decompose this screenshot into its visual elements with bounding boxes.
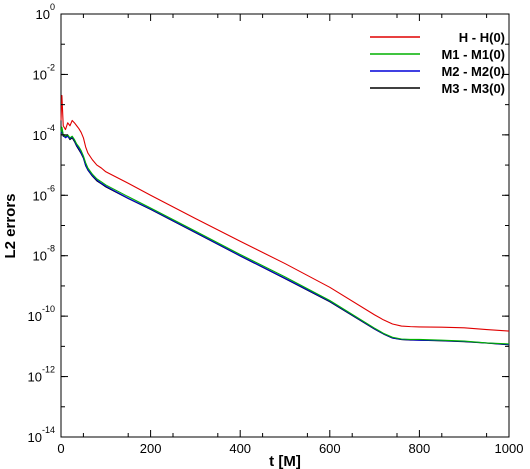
- legend-label-2: M1 - M1(0): [441, 47, 505, 62]
- legend-label-1: H - H(0): [459, 30, 505, 45]
- x-tick-label: 1000: [495, 441, 524, 456]
- series-line-3: [60, 128, 510, 346]
- y-tick-base: 10: [33, 188, 47, 203]
- series-layer: [60, 95, 510, 346]
- y-tick-base: 10: [33, 128, 47, 143]
- y-tick-exponent: -10: [42, 304, 55, 314]
- legend-label-3: M2 - M2(0): [441, 64, 505, 79]
- y-tick-exponent: -6: [47, 183, 55, 193]
- y-tick-exponent: 0: [50, 2, 55, 12]
- tick-layer: 0 200 400 600 800 1000010-210-410-610-810-101…: [28, 2, 524, 456]
- legend-label-4: M3 - M3(0): [441, 81, 505, 96]
- y-tick-exponent: -14: [42, 425, 55, 435]
- y-tick-base: 10: [28, 430, 42, 445]
- y-tick-base: 10: [33, 249, 47, 264]
- y-tick-base: 10: [28, 370, 42, 385]
- x-tick-label: 400: [229, 441, 251, 456]
- series-line-1: [60, 95, 510, 332]
- legend: H - H(0) M1 - M1(0) M2 - M2(0) M3 - M3(0): [370, 30, 505, 96]
- x-tick-label: 800: [409, 441, 431, 456]
- y-tick-base: 10: [28, 309, 42, 324]
- x-axis-title: t [M]: [269, 453, 301, 469]
- y-tick-base: 10: [36, 7, 50, 22]
- y-tick-exponent: -12: [42, 365, 55, 375]
- y-axis-title: L2 errors: [2, 193, 19, 258]
- x-tick-label: 600: [319, 441, 341, 456]
- series-line-2: [60, 126, 510, 345]
- series-line-4: [60, 128, 510, 346]
- x-tick-label: 200: [140, 441, 162, 456]
- y-tick-base: 10: [33, 67, 47, 82]
- x-tick-label: 0: [57, 441, 64, 456]
- y-tick-exponent: -2: [47, 62, 55, 72]
- y-tick-exponent: -4: [47, 123, 55, 133]
- y-tick-exponent: -8: [47, 244, 55, 254]
